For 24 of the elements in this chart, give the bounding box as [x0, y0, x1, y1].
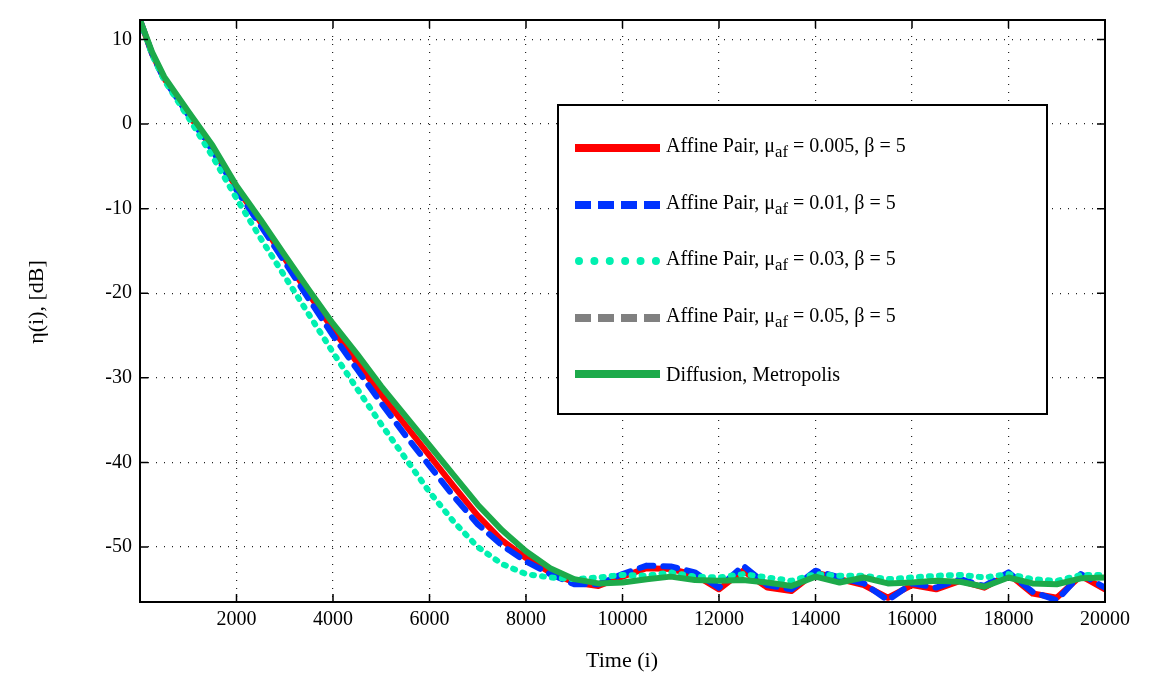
x-tick-label: 14000 — [790, 607, 841, 630]
x-tick-label: 4000 — [313, 607, 353, 630]
y-tick-label: -50 — [105, 534, 132, 557]
x-tick-label: 20000 — [1080, 607, 1130, 630]
x-tick-label: 16000 — [887, 607, 937, 630]
x-tick-label: 10000 — [597, 607, 648, 630]
x-tick-label: 2000 — [216, 607, 257, 630]
legend-label: Diffusion, Metropolis — [666, 362, 841, 386]
legend-label: Affine Pair, μ$_{af}$ = 0.05, β = 5 — [666, 303, 896, 332]
x-tick-label: 12000 — [694, 607, 744, 630]
y-tick-label: 0 — [122, 111, 132, 134]
y-tick-label: -30 — [105, 365, 132, 388]
x-tick-label: 18000 — [983, 607, 1034, 630]
y-tick-label: -10 — [105, 195, 132, 218]
y-axis-title: η(i), [dB] — [23, 260, 49, 344]
x-tick-label: 6000 — [409, 607, 450, 630]
y-tick-label: -40 — [105, 449, 132, 472]
y-tick-label: 10 — [112, 26, 132, 49]
x-tick-label: 8000 — [506, 607, 546, 630]
legend-label: Affine Pair, μ$_{af}$ = 0.005, β = 5 — [666, 134, 906, 163]
legend-label: Affine Pair, μ$_{af}$ = 0.03, β = 5 — [666, 247, 896, 276]
legend-label: Affine Pair, μ$_{af}$ = 0.01, β = 5 — [666, 190, 896, 219]
x-axis-title: Time (i) — [586, 647, 658, 673]
y-tick-label: -20 — [105, 280, 132, 303]
